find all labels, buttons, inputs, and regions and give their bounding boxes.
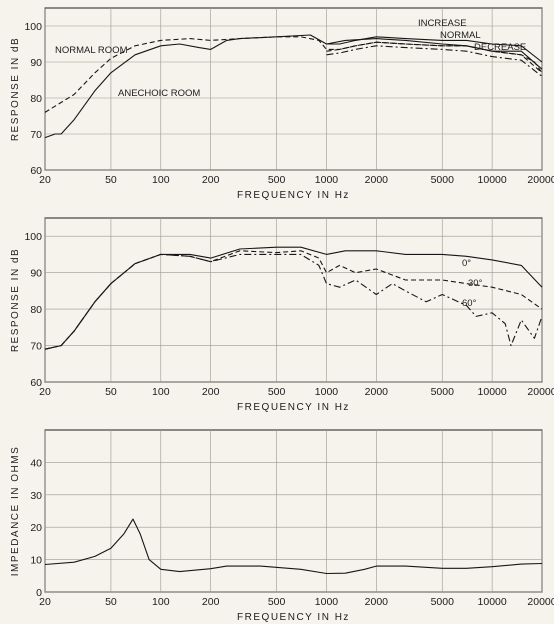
- series-line-increase: [326, 36, 543, 63]
- annotation-0deg: 0°: [462, 258, 471, 269]
- y-tick-label: 90: [30, 268, 42, 280]
- series-line-30deg: [44, 250, 543, 350]
- annotation-increase: INCREASE: [418, 18, 467, 29]
- x-tick-label: 5000: [431, 596, 455, 608]
- annotation-decrease: DECREASE: [474, 42, 526, 53]
- y-tick-label: 40: [30, 457, 42, 469]
- annotation-normal: NORMAL: [440, 30, 481, 41]
- annotation-anechoic-room: ANECHOIC ROOM: [118, 88, 200, 99]
- x-tick-label: 20: [39, 174, 51, 186]
- series-line-1: [44, 518, 543, 575]
- x-tick-label: 200: [202, 174, 220, 186]
- chart-2: 20 50 100 200 500 1000 2000 5000 10000 20000 60 70 8…: [10, 217, 554, 413]
- y-tick-label: 70: [30, 129, 42, 141]
- x-tick-label: 500: [268, 174, 286, 186]
- x-tick-label: 200: [202, 386, 220, 398]
- x-tick-label: 10000: [478, 596, 507, 608]
- y-axis-label: IMPEDANCE IN OHMS: [10, 446, 21, 577]
- y-tick-label: 80: [30, 93, 42, 105]
- x-tick-label: 1000: [315, 386, 339, 398]
- x-tick-label: 500: [268, 596, 286, 608]
- x-tick-label: 5000: [431, 386, 455, 398]
- y-tick-label: 80: [30, 304, 42, 316]
- y-tick-label: 70: [30, 341, 42, 353]
- x-tick-label: 20: [39, 596, 51, 608]
- y-tick-label: 60: [30, 165, 42, 177]
- series-line-normal: [326, 41, 543, 74]
- y-tick-label: 30: [30, 490, 42, 502]
- chart-3: 20 50 100 200 500 1000 2000 5000 10000 20000 0 10 20…: [10, 429, 554, 623]
- x-axis-label: FREQUENCY IN Hz: [237, 612, 350, 623]
- x-tick-label: 20000: [527, 174, 554, 186]
- x-tick-label: 20000: [527, 386, 554, 398]
- x-tick-label: 500: [268, 386, 286, 398]
- y-tick-label: 90: [30, 57, 42, 69]
- x-tick-label: 2000: [365, 386, 389, 398]
- x-tick-label: 1000: [315, 596, 339, 608]
- series-line-60deg: [44, 253, 543, 350]
- y-axis-label: RESPONSE IN dB: [10, 248, 21, 352]
- x-axis-label: FREQUENCY IN Hz: [237, 402, 350, 413]
- x-tick-label: 200: [202, 596, 220, 608]
- x-tick-label: 2000: [365, 174, 389, 186]
- y-tick-label: 20: [30, 522, 42, 534]
- y-tick-label: 100: [24, 21, 42, 33]
- x-tick-label: 1000: [315, 174, 339, 186]
- x-tick-label: 20: [39, 386, 51, 398]
- y-tick-label: 0: [36, 587, 42, 599]
- y-axis-label: RESPONSE IN dB: [10, 37, 21, 141]
- x-tick-label: 10000: [478, 386, 507, 398]
- annotation-normal-room: NORMAL ROOM: [55, 45, 128, 56]
- annotation-30deg: 30°: [468, 278, 483, 289]
- series-line-decrease: [326, 45, 543, 77]
- y-tick-label: 60: [30, 377, 42, 389]
- x-axis-label: FREQUENCY IN Hz: [237, 190, 350, 201]
- series-line-anechoic-room: [44, 34, 543, 139]
- x-tick-label: 50: [105, 174, 117, 186]
- x-tick-label: 20000: [527, 596, 554, 608]
- x-tick-label: 10000: [478, 174, 507, 186]
- x-tick-label: 5000: [431, 174, 455, 186]
- chart-1: 20 50 100 200 500 1000 2000 5000 10000 20000 60 70 8…: [10, 7, 554, 201]
- y-tick-label: 10: [30, 555, 42, 567]
- x-tick-label: 50: [105, 386, 117, 398]
- x-tick-label: 100: [152, 174, 170, 186]
- x-tick-label: 50: [105, 596, 117, 608]
- annotation-60deg: 60°: [462, 298, 477, 309]
- x-tick-label: 100: [152, 596, 170, 608]
- x-tick-label: 2000: [365, 596, 389, 608]
- y-tick-label: 100: [24, 231, 42, 243]
- x-tick-label: 100: [152, 386, 170, 398]
